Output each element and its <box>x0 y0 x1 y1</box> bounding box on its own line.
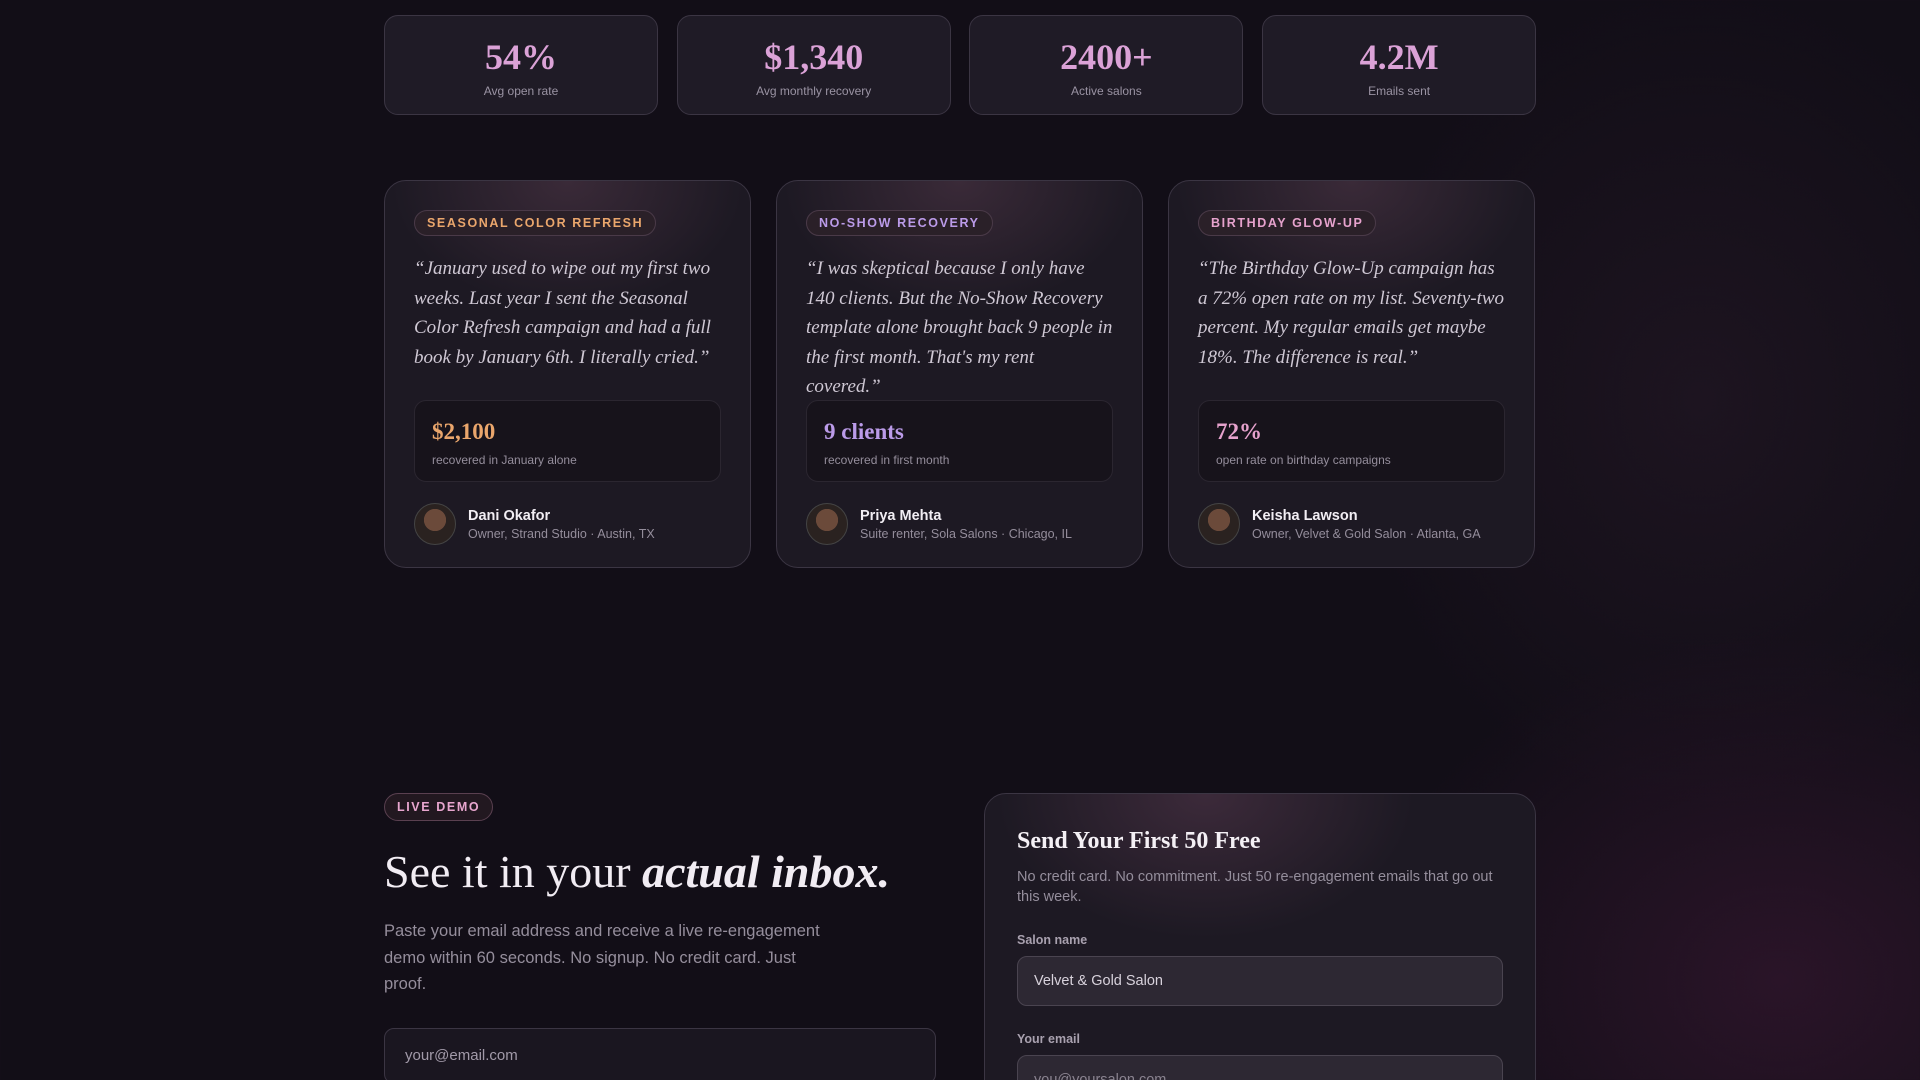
person-name: Priya Mehta <box>860 507 942 524</box>
person-name: Keisha Lawson <box>1252 507 1358 524</box>
metric-value: 9 clients <box>824 419 904 444</box>
form-subtitle: No credit card. No commitment. Just 50 r… <box>1017 869 1493 905</box>
testimonial-card: SEASONAL COLOR REFRESH “January used to w… <box>384 180 751 568</box>
person-info: Keisha Lawson Owner, Velvet & Gold Salon … <box>1252 508 1481 541</box>
text-input[interactable]: Velvet & Gold Salon <box>1017 956 1503 1006</box>
person: Dani Okafor Owner, Strand Studio · Austin… <box>414 503 721 545</box>
stat-label: Avg monthly recovery <box>756 84 872 98</box>
form-title: Send Your First 50 Free <box>1017 828 1261 854</box>
stat-value: 2400+ <box>1060 37 1153 77</box>
quote: “January used to wipe out my first two w… <box>414 258 711 368</box>
metric-box: 9 clients recovered in first month <box>806 400 1113 482</box>
stat-label: Emails sent <box>1368 84 1431 98</box>
field-label: Your email <box>1017 1032 1080 1046</box>
heading-emphasis: actual inbox. <box>642 846 891 897</box>
quote: “I was skeptical because I only have 140… <box>806 258 1113 397</box>
metric-box: $2,100 recovered in January alone <box>414 400 721 482</box>
tag: NO-SHOW RECOVERY <box>806 210 993 236</box>
demo-tag: LIVE DEMO <box>384 793 494 821</box>
stat-card: 2400+ Active salons <box>969 15 1244 115</box>
stat-value: 54% <box>485 37 557 77</box>
metric-label: recovered in January alone <box>432 453 577 467</box>
stat-card: $1,340 Avg monthly recovery <box>676 15 951 115</box>
person-role: Owner, Strand Studio · Austin, TX <box>468 526 655 541</box>
tag: BIRTHDAY GLOW-UP <box>1198 210 1377 236</box>
stat-card: 4.2M Emails sent <box>1262 15 1537 115</box>
demo-heading: See it in your actual inbox. <box>384 845 890 898</box>
metric-value: $2,100 <box>432 419 496 444</box>
person: Priya Mehta Suite renter, Sola Salons · C… <box>806 503 1113 545</box>
person: Keisha Lawson Owner, Velvet & Gold Salon … <box>1198 503 1505 545</box>
stat-value: 4.2M <box>1359 37 1439 77</box>
person-role: Suite renter, Sola Salons · Chicago, IL <box>860 526 1072 541</box>
person-role: Owner, Velvet & Gold Salon · Atlanta, GA <box>1252 526 1481 541</box>
field-label: Salon name <box>1017 933 1088 947</box>
stat-label: Active salons <box>1071 84 1142 98</box>
stat-value: $1,340 <box>764 37 864 77</box>
person-info: Priya Mehta Suite renter, Sola Salons · C… <box>860 508 1072 541</box>
text-input[interactable]: you@yoursalon.com <box>1017 1055 1503 1080</box>
metric-value: 72% <box>1216 419 1262 444</box>
heading-text: See it in your <box>384 846 631 897</box>
person-name: Dani Okafor <box>468 507 551 524</box>
demo-description: Paste your email address and receive a l… <box>384 922 820 993</box>
email-input[interactable]: your@email.com <box>384 1028 936 1080</box>
stat-card: 54% Avg open rate <box>384 15 658 115</box>
testimonial-card: NO-SHOW RECOVERY “I was skeptical because… <box>776 180 1143 568</box>
signup-form: Send Your First 50 Free No credit card. N… <box>984 793 1536 1080</box>
testimonial-card: BIRTHDAY GLOW-UP “The Birthday Glow-Up ca… <box>1168 180 1535 568</box>
avatar <box>1198 503 1240 545</box>
metric-label: open rate on birthday campaigns <box>1216 453 1391 467</box>
tag: SEASONAL COLOR REFRESH <box>414 210 657 236</box>
person-info: Dani Okafor Owner, Strand Studio · Austin… <box>468 508 655 541</box>
metric-box: 72% open rate on birthday campaigns <box>1198 400 1505 482</box>
stat-label: Avg open rate <box>483 84 559 98</box>
quote: “The Birthday Glow-Up campaign has a 72%… <box>1198 258 1505 368</box>
metric-label: recovered in first month <box>824 453 950 467</box>
avatar <box>414 503 456 545</box>
avatar <box>806 503 848 545</box>
